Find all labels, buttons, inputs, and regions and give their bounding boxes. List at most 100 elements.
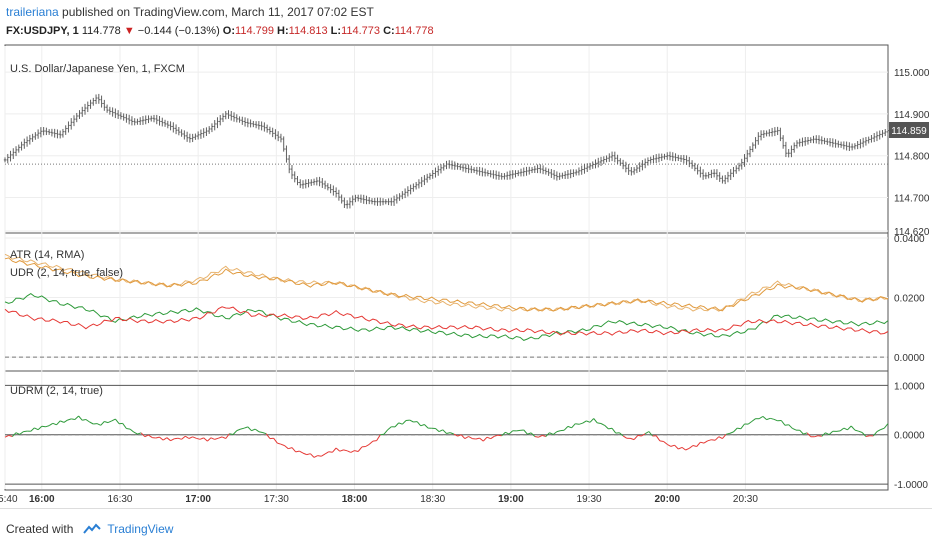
candle-bar[interactable] [798, 138, 801, 147]
candle-bar[interactable] [334, 187, 338, 198]
candle-bar[interactable] [867, 136, 870, 144]
candle-bar[interactable] [563, 171, 567, 179]
candle-bar[interactable] [853, 143, 857, 150]
candle-bar[interactable] [616, 154, 619, 165]
candle-bar[interactable] [409, 184, 412, 195]
candle-bar[interactable] [735, 165, 738, 174]
candle-bar[interactable] [9, 150, 12, 162]
candle-bar[interactable] [144, 115, 147, 125]
candle-bar[interactable] [39, 127, 43, 138]
candle-bar[interactable] [425, 173, 429, 183]
candle-bar[interactable] [127, 114, 131, 125]
candle-bar[interactable] [608, 153, 611, 162]
candle-bar[interactable] [423, 175, 426, 186]
candle-bar[interactable] [17, 144, 20, 153]
candle-bar[interactable] [185, 131, 189, 142]
candle-bar[interactable] [489, 170, 492, 178]
candle-bar[interactable] [133, 118, 136, 126]
candle-bar[interactable] [354, 194, 357, 203]
candle-bar[interactable] [191, 133, 194, 143]
candle-bar[interactable] [235, 114, 238, 123]
candle-bar[interactable] [621, 159, 625, 170]
candle-bar[interactable] [884, 129, 887, 137]
candle-bar[interactable] [613, 151, 617, 163]
candle-bar[interactable] [456, 162, 459, 170]
candle-bar[interactable] [172, 122, 175, 133]
candle-bar[interactable] [781, 135, 785, 149]
candle-bar[interactable] [310, 179, 313, 186]
candle-bar[interactable] [365, 195, 368, 205]
candle-bar[interactable] [754, 137, 757, 149]
candle-bar[interactable] [870, 134, 873, 143]
candle-bar[interactable] [332, 185, 335, 196]
candle-bar[interactable] [690, 160, 694, 169]
candle-bar[interactable] [539, 164, 542, 174]
candle-bar[interactable] [467, 164, 470, 174]
candle-bar[interactable] [390, 197, 393, 206]
candle-bar[interactable] [420, 176, 423, 188]
candle-bar[interactable] [379, 197, 382, 206]
candle-bar[interactable] [646, 157, 650, 166]
candle-bar[interactable] [282, 136, 285, 152]
udrm-pane[interactable] [4, 415, 889, 458]
candle-bar[interactable] [602, 156, 605, 164]
candle-bar[interactable] [508, 170, 512, 180]
candle-bar[interactable] [307, 179, 310, 188]
candle-bar[interactable] [715, 169, 719, 180]
candle-bar[interactable] [801, 137, 804, 147]
candle-bar[interactable] [357, 194, 360, 202]
candle-bar[interactable] [503, 173, 506, 180]
candle-bar[interactable] [188, 133, 192, 143]
candle-bar[interactable] [116, 110, 120, 119]
candle-bar[interactable] [748, 146, 752, 158]
candle-bar[interactable] [481, 167, 484, 177]
candle-bar[interactable] [119, 112, 123, 120]
candle-bar[interactable] [3, 157, 7, 163]
candle-bar[interactable] [558, 172, 561, 180]
candle-bar[interactable] [14, 146, 18, 157]
candle-bar[interactable] [856, 140, 859, 150]
candle-bar[interactable] [710, 169, 713, 179]
candle-bar[interactable] [848, 142, 851, 152]
atr-line[interactable] [4, 257, 889, 312]
candle-bar[interactable] [414, 181, 418, 190]
candle-bar[interactable] [472, 167, 476, 173]
candle-bar[interactable] [326, 183, 330, 191]
candle-bar[interactable] [268, 126, 272, 135]
candle-bar[interactable] [679, 155, 683, 163]
candle-bar[interactable] [28, 134, 32, 145]
candle-bar[interactable] [765, 130, 768, 137]
candle-bar[interactable] [475, 166, 479, 175]
candle-bar[interactable] [831, 138, 835, 148]
candle-bar[interactable] [290, 164, 294, 180]
candle-bar[interactable] [299, 179, 302, 189]
candle-bar[interactable] [500, 172, 503, 180]
candle-bar[interactable] [97, 93, 101, 104]
candle-bar[interactable] [92, 97, 95, 106]
candle-bar[interactable] [177, 127, 181, 136]
candle-bar[interactable] [746, 149, 749, 163]
candle-bar[interactable] [81, 106, 84, 117]
candle-bar[interactable] [768, 129, 771, 137]
candle-bar[interactable] [53, 128, 56, 138]
candle-bar[interactable] [790, 145, 793, 158]
candle-bar[interactable] [6, 153, 9, 164]
candle-bar[interactable] [688, 156, 691, 168]
candle-bar[interactable] [643, 158, 647, 169]
candle-bar[interactable] [437, 165, 440, 176]
candle-bar[interactable] [373, 197, 376, 206]
candle-bar[interactable] [75, 112, 78, 123]
tradingview-brand[interactable]: TradingView [107, 522, 174, 536]
udr-line[interactable] [4, 253, 889, 312]
candle-bar[interactable] [597, 157, 600, 168]
candle-bar[interactable] [238, 116, 241, 123]
candle-bar[interactable] [323, 180, 327, 190]
candle-bar[interactable] [279, 133, 283, 143]
candle-bar[interactable] [169, 121, 172, 131]
candle-bar[interactable] [205, 127, 208, 137]
candle-bar[interactable] [668, 151, 672, 161]
candle-bar[interactable] [125, 113, 128, 123]
candle-bar[interactable] [450, 160, 454, 170]
candle-bar[interactable] [837, 140, 840, 148]
candle-bar[interactable] [712, 169, 716, 178]
